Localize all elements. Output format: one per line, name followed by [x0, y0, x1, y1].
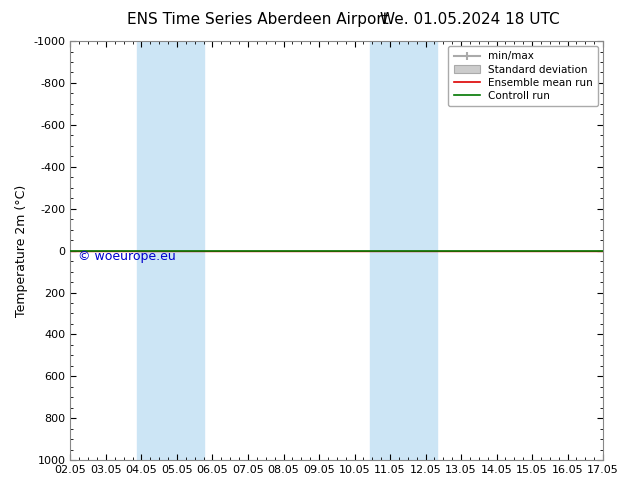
- Bar: [370, 41, 437, 460]
- Text: We. 01.05.2024 18 UTC: We. 01.05.2024 18 UTC: [380, 12, 560, 27]
- Y-axis label: Temperature 2m (°C): Temperature 2m (°C): [15, 184, 28, 317]
- Legend: min/max, Standard deviation, Ensemble mean run, Controll run: min/max, Standard deviation, Ensemble me…: [448, 46, 598, 106]
- Bar: [137, 41, 204, 460]
- Text: © woeurope.eu: © woeurope.eu: [79, 250, 176, 263]
- Text: ENS Time Series Aberdeen Airport: ENS Time Series Aberdeen Airport: [127, 12, 389, 27]
